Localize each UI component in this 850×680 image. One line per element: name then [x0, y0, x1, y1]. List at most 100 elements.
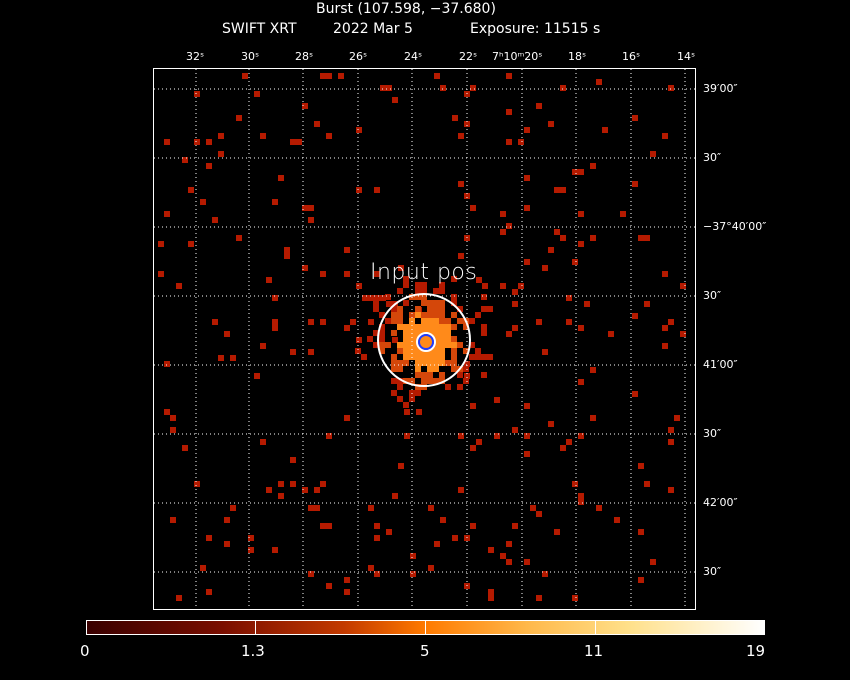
source-photon-pixel: [439, 342, 445, 348]
photon-pixel: [680, 331, 686, 337]
source-photon-pixel: [415, 282, 421, 288]
source-photon-pixel: [421, 372, 427, 378]
ra-tick-label: 32ˢ: [186, 50, 205, 63]
photon-pixel: [578, 379, 584, 385]
source-photon-pixel: [379, 348, 385, 354]
photon-pixel: [236, 235, 242, 241]
source-photon-pixel: [391, 390, 397, 396]
photon-pixel: [254, 373, 260, 379]
photon-pixel: [344, 247, 350, 253]
photon-pixel: [248, 547, 254, 553]
source-photon-pixel: [433, 306, 439, 312]
photon-pixel: [500, 229, 506, 235]
photon-pixel: [560, 235, 566, 241]
photon-pixel: [512, 523, 518, 529]
photon-pixel: [260, 133, 266, 139]
photon-pixel: [200, 565, 206, 571]
photon-pixel: [206, 139, 212, 145]
photon-pixel: [206, 163, 212, 169]
source-photon-pixel: [427, 354, 433, 360]
source-photon-pixel: [439, 354, 445, 360]
photon-pixel: [566, 319, 572, 325]
source-photon-pixel: [379, 312, 385, 318]
source-photon-pixel: [427, 336, 433, 342]
photon-pixel: [470, 205, 476, 211]
source-photon-pixel: [451, 324, 457, 330]
ra-tick-label: 30ˢ: [241, 50, 260, 63]
photon-pixel: [404, 409, 410, 415]
source-photon-pixel: [457, 384, 463, 390]
photon-pixel: [272, 547, 278, 553]
source-photon-pixel: [439, 378, 445, 384]
photon-pixel: [386, 301, 392, 307]
photon-pixel: [188, 187, 194, 193]
photon-pixel: [506, 109, 512, 115]
ra-tick-label: 28ˢ: [295, 50, 314, 63]
photon-pixel: [374, 295, 380, 301]
source-photon-pixel: [409, 396, 415, 402]
photon-pixel: [206, 535, 212, 541]
photon-pixel: [344, 415, 350, 421]
photon-pixel: [464, 361, 470, 367]
source-photon-pixel: [397, 312, 403, 318]
photon-pixel: [578, 169, 584, 175]
photon-pixel: [602, 127, 608, 133]
photon-pixel: [524, 127, 530, 133]
photon-pixel: [320, 319, 326, 325]
photon-pixel: [458, 487, 464, 493]
photon-pixel: [518, 139, 524, 145]
dec-tick-label: 30″: [703, 427, 722, 440]
photon-pixel: [500, 211, 506, 217]
source-photon-pixel: [391, 330, 397, 336]
source-photon-pixel: [439, 372, 445, 378]
photon-pixel: [518, 283, 524, 289]
photon-pixel: [506, 541, 512, 547]
source-photon-pixel: [415, 294, 421, 300]
source-photon-pixel: [427, 378, 433, 384]
photon-pixel: [512, 289, 518, 295]
source-photon-pixel: [361, 354, 367, 360]
source-photon-pixel: [391, 378, 397, 384]
source-photon-pixel: [481, 324, 487, 330]
source-photon-pixel: [451, 336, 457, 342]
photon-pixel: [176, 283, 182, 289]
photon-pixel: [278, 481, 284, 487]
observation-date: 2022 Mar 5: [333, 21, 413, 37]
photon-pixel: [506, 331, 512, 337]
photon-pixel: [392, 493, 398, 499]
photon-pixel: [500, 283, 506, 289]
photon-pixel: [176, 595, 182, 601]
photon-pixel: [596, 505, 602, 511]
source-photon-pixel: [481, 294, 487, 300]
xray-image-frame[interactable]: [153, 68, 697, 611]
colorbar-label: 19: [746, 642, 766, 660]
photon-pixel: [320, 481, 326, 487]
photon-pixel: [590, 367, 596, 373]
photon-pixel: [230, 355, 236, 361]
photon-pixel: [266, 487, 272, 493]
photon-pixel: [512, 301, 518, 307]
photon-pixel: [392, 97, 398, 103]
photon-pixel: [308, 217, 314, 223]
photon-pixel: [368, 505, 374, 511]
photon-pixel: [200, 199, 206, 205]
source-photon-pixel: [409, 324, 415, 330]
photon-pixel: [578, 241, 584, 247]
photon-pixel: [308, 205, 314, 211]
source-photon-pixel: [439, 288, 445, 294]
photon-pixel: [638, 235, 644, 241]
source-photon-pixel: [451, 348, 457, 354]
photon-pixel: [434, 73, 440, 79]
photon-pixel: [344, 325, 350, 331]
photon-pixel: [308, 349, 314, 355]
photon-pixel: [476, 439, 482, 445]
source-photon-pixel: [385, 294, 391, 300]
photon-pixel: [194, 139, 200, 145]
photon-pixel: [578, 499, 584, 505]
photon-pixel: [290, 139, 296, 145]
photon-pixel: [632, 313, 638, 319]
photon-pixel: [290, 481, 296, 487]
source-photon-pixel: [397, 306, 403, 312]
photon-pixel: [488, 547, 494, 553]
photon-pixel: [416, 409, 422, 415]
